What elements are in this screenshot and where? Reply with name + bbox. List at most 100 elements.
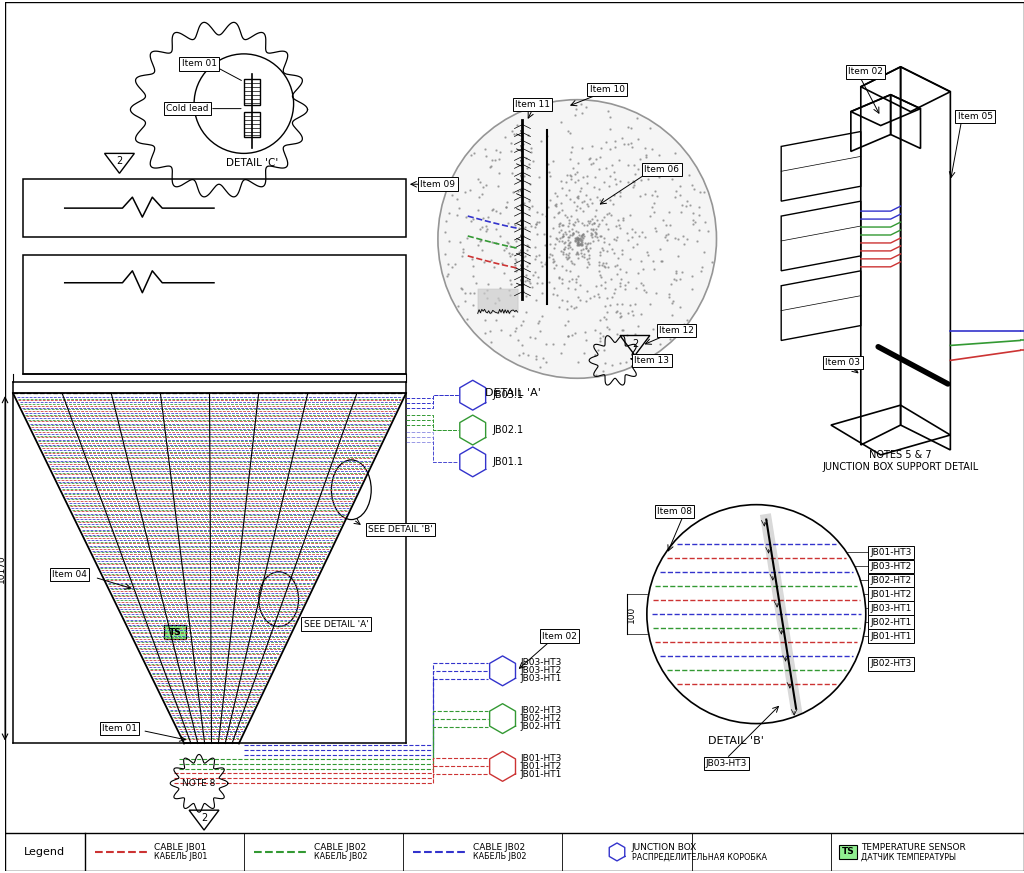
Text: 2: 2 — [201, 813, 207, 823]
Point — [565, 217, 582, 231]
Point — [689, 234, 706, 248]
Point — [528, 277, 545, 291]
Point — [564, 228, 581, 242]
Point — [513, 132, 529, 146]
Text: 10170: 10170 — [0, 554, 5, 582]
Point — [575, 247, 592, 261]
Point — [577, 347, 593, 361]
Point — [644, 253, 660, 267]
Point — [598, 313, 614, 327]
Point — [598, 291, 614, 305]
Point — [630, 265, 646, 279]
Point — [569, 199, 586, 213]
Point — [618, 265, 635, 279]
Point — [570, 355, 587, 369]
Point — [649, 189, 666, 203]
Text: Item 09: Item 09 — [421, 180, 456, 189]
Point — [561, 238, 578, 252]
Point — [570, 235, 587, 249]
Point — [534, 207, 550, 221]
Point — [694, 260, 711, 274]
Point — [631, 229, 647, 243]
Point — [572, 230, 589, 244]
Point — [584, 217, 600, 230]
Point — [579, 197, 595, 211]
Point — [569, 230, 586, 244]
Point — [527, 265, 544, 278]
Text: NOTES 5 & 7: NOTES 5 & 7 — [869, 450, 932, 460]
Point — [551, 300, 567, 314]
Point — [659, 232, 676, 246]
Point — [572, 233, 589, 247]
Point — [627, 297, 643, 311]
Point — [627, 327, 643, 341]
Point — [599, 305, 615, 319]
Point — [573, 181, 590, 195]
Point — [566, 234, 583, 248]
Point — [692, 264, 709, 278]
Point — [444, 178, 461, 192]
Point — [569, 235, 586, 249]
Point — [475, 180, 492, 194]
Point — [556, 236, 572, 250]
Point — [670, 231, 686, 245]
Point — [474, 188, 490, 202]
Point — [572, 229, 589, 243]
Point — [443, 189, 460, 203]
Point — [477, 142, 494, 156]
Point — [505, 185, 521, 199]
Point — [500, 235, 516, 249]
Point — [613, 131, 630, 145]
Point — [665, 294, 681, 308]
Point — [514, 269, 530, 283]
Point — [573, 195, 590, 209]
Point — [651, 243, 668, 257]
Point — [518, 289, 535, 303]
Point — [554, 272, 570, 286]
Point — [569, 211, 586, 225]
Point — [580, 215, 596, 229]
Point — [503, 136, 519, 150]
Point — [590, 343, 606, 357]
Point — [622, 209, 638, 223]
Point — [477, 327, 494, 340]
Point — [547, 237, 563, 251]
Point — [556, 243, 572, 257]
Text: Legend: Legend — [25, 847, 66, 857]
Point — [585, 222, 601, 236]
Point — [566, 301, 583, 315]
Point — [570, 237, 587, 251]
Point — [464, 252, 480, 266]
Point — [518, 268, 535, 282]
Point — [679, 195, 695, 209]
Point — [487, 222, 504, 236]
Point — [546, 210, 562, 224]
Point — [531, 169, 548, 183]
Text: JB02-HT3: JB02-HT3 — [520, 706, 562, 715]
Point — [592, 150, 608, 164]
Point — [558, 247, 574, 261]
Point — [515, 347, 531, 361]
Point — [589, 230, 605, 244]
Point — [566, 216, 583, 230]
Bar — [23, 255, 407, 375]
Point — [484, 202, 501, 216]
Point — [488, 143, 505, 157]
Text: JB02-HT2: JB02-HT2 — [520, 714, 561, 723]
Point — [450, 299, 466, 313]
Point — [596, 230, 612, 244]
Point — [473, 233, 489, 247]
Point — [612, 272, 629, 286]
Point — [596, 281, 612, 295]
Point — [633, 173, 649, 187]
Point — [580, 236, 596, 250]
Point — [569, 189, 586, 203]
Point — [590, 264, 606, 278]
Point — [584, 227, 600, 241]
Point — [593, 230, 609, 244]
Point — [538, 337, 554, 351]
Point — [518, 258, 535, 272]
Point — [474, 220, 490, 234]
Point — [613, 297, 630, 311]
Point — [587, 210, 603, 223]
